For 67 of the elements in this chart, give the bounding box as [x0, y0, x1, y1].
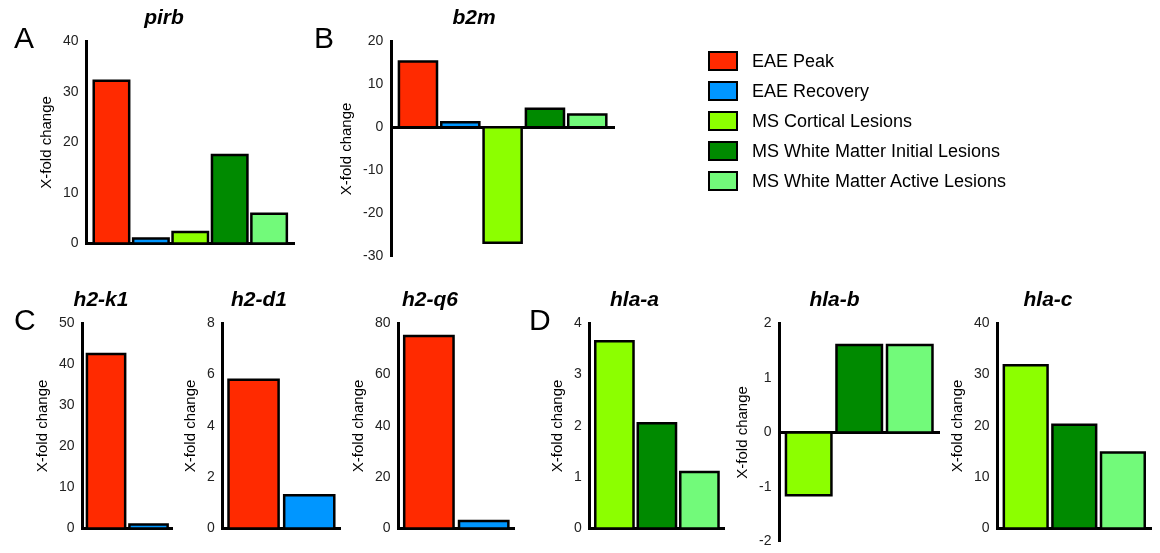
y-tick-label: 20 [58, 437, 75, 454]
y-tick-label: 4 [206, 416, 215, 433]
y-axis-title: X-fold change [948, 379, 966, 473]
y-tick-label: 2 [763, 314, 772, 331]
y-tick-label: 20 [367, 32, 384, 49]
y-axis-title: X-fold change [181, 379, 199, 473]
y-tick-label: 80 [374, 314, 391, 331]
y-tick-label: 4 [573, 314, 582, 331]
y-axis-title: X-fold change [548, 379, 566, 473]
y-tick-label: 2 [573, 416, 582, 433]
y-tick-label: 1 [763, 368, 772, 385]
chart-title: h2-q6 [401, 287, 459, 311]
y-axis-title: X-fold change [349, 379, 367, 473]
y-tick-label: 0 [66, 519, 75, 536]
y-tick-label: 50 [58, 314, 75, 331]
y-tick-label: -30 [363, 247, 384, 264]
y-axis-title: X-fold change [337, 102, 355, 196]
text: B [314, 21, 335, 54]
chart-title: hla-c [1023, 287, 1073, 311]
y-tick-label: 1 [573, 468, 582, 485]
chart-title: hla-a [609, 287, 660, 311]
y-tick-label: -10 [363, 161, 384, 178]
y-tick-label: 6 [206, 365, 215, 382]
y-tick-label: 3 [573, 365, 582, 382]
y-tick-label: 10 [973, 468, 990, 485]
chart-title: h2-d1 [230, 287, 288, 311]
y-tick-label: 20 [62, 133, 79, 150]
y-tick-label: 0 [70, 234, 79, 251]
chart-title: b2m [452, 5, 496, 29]
legend-label: MS White Matter Initial Lesions [752, 140, 1001, 162]
chart-title: hla-b [809, 287, 860, 311]
y-tick-label: -20 [363, 204, 384, 221]
text: D [529, 303, 551, 336]
y-tick-label: 20 [374, 468, 391, 485]
legend-label: EAE Recovery [752, 80, 870, 102]
text: C [14, 303, 36, 336]
text: A [14, 21, 35, 54]
y-tick-label: 10 [58, 478, 75, 495]
y-axis-title: X-fold change [37, 96, 55, 189]
y-tick-label: 60 [374, 365, 391, 382]
legend-label: MS Cortical Lesions [752, 110, 913, 132]
y-tick-label: -2 [759, 532, 772, 549]
chart-title: pirb [143, 5, 184, 29]
chart-title: h2-k1 [73, 287, 129, 311]
y-tick-label: 2 [206, 468, 215, 485]
y-tick-label: 30 [58, 396, 75, 413]
y-tick-label: 20 [973, 416, 990, 433]
y-axis-title: X-fold change [33, 379, 51, 473]
y-tick-label: 30 [62, 82, 79, 99]
y-tick-label: 30 [973, 365, 990, 382]
y-tick-label: 40 [62, 32, 79, 49]
y-tick-label: 0 [375, 118, 384, 135]
y-tick-label: 0 [981, 519, 990, 536]
y-axis-title: X-fold change [733, 386, 751, 479]
y-tick-label: 40 [374, 416, 391, 433]
legend-label: EAE Peak [752, 50, 835, 72]
y-tick-label: 10 [367, 75, 384, 92]
y-tick-label: 0 [573, 519, 582, 536]
y-tick-label: -1 [759, 477, 772, 494]
legend-label: MS White Matter Active Lesions [752, 170, 1007, 192]
y-tick-label: 10 [62, 183, 79, 200]
y-tick-label: 8 [206, 314, 215, 331]
y-tick-label: 40 [58, 355, 75, 372]
y-tick-label: 40 [973, 314, 990, 331]
y-tick-label: 0 [382, 519, 391, 536]
y-tick-label: 0 [763, 423, 772, 440]
y-tick-label: 0 [206, 519, 215, 536]
